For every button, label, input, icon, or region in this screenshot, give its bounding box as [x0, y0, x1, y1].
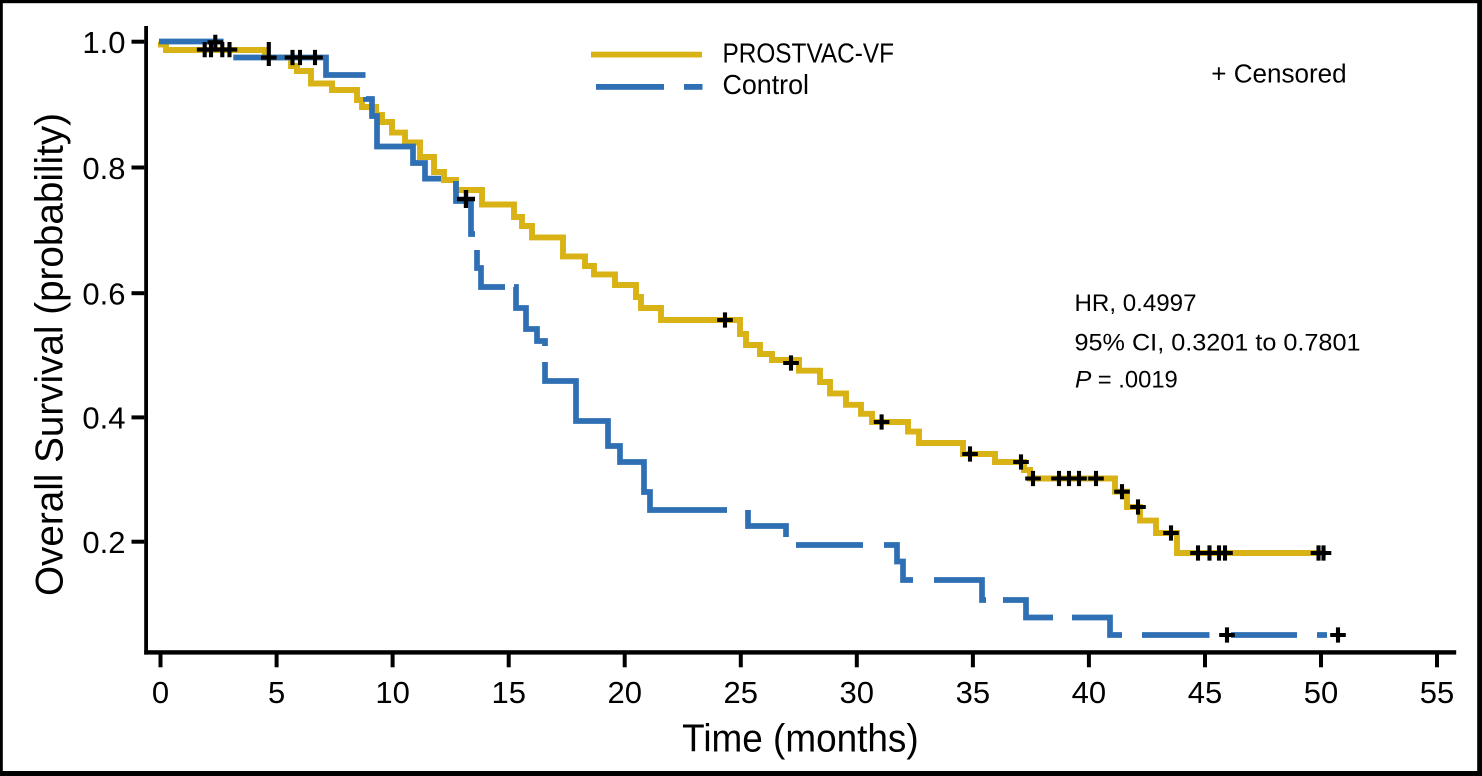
svg-text:45: 45 — [1188, 675, 1222, 710]
svg-text:55: 55 — [1420, 675, 1454, 710]
svg-text:25: 25 — [724, 675, 758, 710]
svg-text:+ Censored: + Censored — [1211, 60, 1346, 88]
svg-text:1.0: 1.0 — [82, 25, 125, 60]
svg-text:40: 40 — [1072, 675, 1106, 710]
svg-text:0.4: 0.4 — [82, 401, 125, 436]
svg-text:0.8: 0.8 — [82, 151, 125, 186]
svg-text:50: 50 — [1304, 675, 1338, 710]
svg-text:0.2: 0.2 — [82, 525, 125, 560]
svg-text:5: 5 — [268, 675, 285, 710]
svg-text:HR, 0.4997: HR, 0.4997 — [1075, 290, 1197, 317]
svg-text:= .0019: = .0019 — [1098, 367, 1178, 394]
svg-text:Overall Survival (probability): Overall Survival (probability) — [29, 113, 72, 596]
svg-text:P: P — [1075, 367, 1092, 394]
svg-text:0: 0 — [152, 675, 169, 710]
svg-text:15: 15 — [491, 675, 525, 710]
svg-text:Control: Control — [723, 69, 810, 100]
svg-text:0.6: 0.6 — [82, 277, 125, 312]
svg-text:30: 30 — [840, 675, 874, 710]
svg-text:35: 35 — [956, 675, 990, 710]
svg-text:Time (months): Time (months) — [682, 717, 919, 760]
svg-text:20: 20 — [607, 675, 641, 710]
svg-text:95% CI, 0.3201 to 0.7801: 95% CI, 0.3201 to 0.7801 — [1075, 330, 1361, 357]
svg-text:10: 10 — [375, 675, 409, 710]
svg-text:PROSTVAC-VF: PROSTVAC-VF — [723, 38, 895, 69]
